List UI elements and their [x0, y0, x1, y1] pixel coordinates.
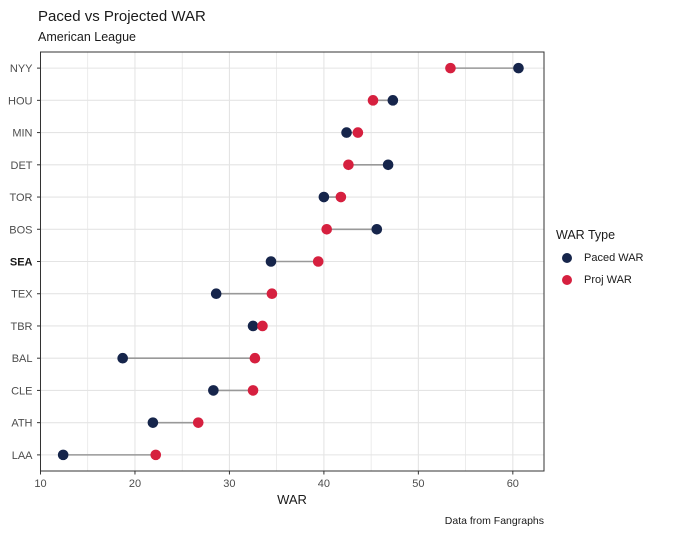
- chart-title: Paced vs Projected WAR: [38, 8, 206, 25]
- proj-war-dot-icon: [562, 275, 572, 285]
- proj-war-point: [247, 385, 259, 396]
- legend-item-paced: Paced WAR: [556, 252, 671, 264]
- proj-war-point: [445, 62, 456, 74]
- proj-war-point: [266, 288, 278, 300]
- paced-war-point: [265, 256, 277, 267]
- y-axis-label: SEA: [10, 257, 33, 269]
- proj-war-point: [321, 223, 333, 235]
- proj-war-point: [343, 159, 354, 171]
- proj-war-point: [249, 352, 261, 364]
- paced-war-point: [341, 127, 352, 138]
- paced-war-point: [371, 223, 383, 235]
- y-axis-label: NYY: [10, 63, 33, 75]
- proj-war-point: [150, 449, 162, 461]
- y-axis-label: TOR: [9, 192, 32, 204]
- data-source-caption: Data from Fangraphs: [444, 515, 544, 527]
- x-tick-label: 10: [34, 478, 46, 490]
- x-tick-label: 60: [507, 478, 519, 490]
- proj-war-point: [367, 95, 379, 106]
- chart-subtitle: American League: [38, 30, 136, 44]
- paced-war-point: [210, 288, 222, 300]
- paced-war-point: [57, 449, 69, 461]
- x-tick-label: 50: [412, 478, 424, 490]
- legend-title: WAR Type: [556, 228, 616, 242]
- paced-war-point: [147, 417, 159, 428]
- paced-war-point: [318, 191, 330, 203]
- y-axis-label: CLE: [11, 385, 32, 397]
- y-axis-label: DET: [11, 160, 33, 172]
- y-axis-label: BOS: [9, 224, 32, 236]
- x-axis-title: WAR: [277, 492, 307, 507]
- proj-war-point: [257, 320, 268, 332]
- y-axis-label: TEX: [11, 289, 33, 301]
- legend-label-paced: Paced WAR: [584, 252, 644, 264]
- proj-war-point: [352, 127, 364, 138]
- y-axis-label: HOU: [8, 95, 33, 107]
- paced-war-dot-icon: [562, 253, 572, 263]
- legend-item-proj: Proj WAR: [556, 274, 671, 286]
- legend-label-proj: Proj WAR: [584, 274, 632, 286]
- y-axis-label: LAA: [12, 450, 33, 462]
- y-axis-label: ATH: [11, 418, 32, 430]
- paced-war-point: [382, 159, 394, 171]
- proj-war-point: [192, 417, 204, 428]
- x-tick-label: 40: [318, 478, 330, 490]
- paced-war-point: [208, 385, 219, 396]
- y-axis-label: MIN: [12, 128, 32, 140]
- proj-war-point: [335, 191, 347, 203]
- paced-war-point: [117, 352, 128, 364]
- proj-war-point: [312, 256, 324, 267]
- paced-war-point: [387, 95, 399, 106]
- x-tick-label: 30: [223, 478, 235, 490]
- legend: WAR Type Paced WAR Proj WAR: [556, 228, 671, 296]
- paced-war-point: [247, 320, 259, 332]
- paced-war-point: [513, 62, 524, 74]
- x-tick-label: 20: [129, 478, 141, 490]
- y-axis-label: TBR: [11, 321, 33, 333]
- y-axis-label: BAL: [12, 353, 33, 365]
